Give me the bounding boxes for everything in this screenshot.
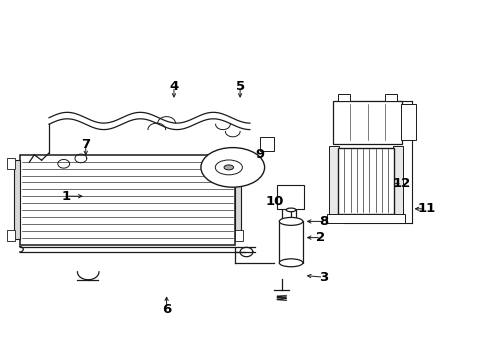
Text: 10: 10 xyxy=(265,195,284,208)
Bar xyxy=(385,94,397,101)
Bar xyxy=(401,104,416,140)
Text: 12: 12 xyxy=(392,177,411,190)
Text: 4: 4 xyxy=(170,80,178,93)
Bar xyxy=(14,160,20,239)
Bar xyxy=(333,101,402,144)
Bar xyxy=(20,155,235,245)
Bar xyxy=(329,146,339,216)
Text: 6: 6 xyxy=(162,303,171,316)
Ellipse shape xyxy=(279,217,303,225)
Text: 11: 11 xyxy=(417,202,436,215)
Bar xyxy=(393,146,403,216)
Bar xyxy=(327,214,405,223)
Bar xyxy=(260,137,274,151)
Ellipse shape xyxy=(224,165,234,170)
Ellipse shape xyxy=(286,208,296,212)
Ellipse shape xyxy=(279,259,303,267)
Text: 2: 2 xyxy=(317,231,325,244)
Bar xyxy=(235,160,241,239)
Bar xyxy=(279,221,303,263)
Text: 3: 3 xyxy=(319,271,328,284)
Text: 1: 1 xyxy=(62,190,71,203)
Ellipse shape xyxy=(215,160,243,175)
Bar xyxy=(235,158,243,169)
Bar xyxy=(277,185,304,209)
Text: 7: 7 xyxy=(81,138,90,150)
Text: 5: 5 xyxy=(236,80,245,93)
Ellipse shape xyxy=(201,148,265,187)
Bar xyxy=(338,148,394,214)
Text: 8: 8 xyxy=(319,215,328,228)
Bar xyxy=(7,158,15,169)
Bar xyxy=(7,230,15,241)
Text: 9: 9 xyxy=(255,148,264,161)
Bar xyxy=(235,230,243,241)
Bar xyxy=(338,94,350,101)
